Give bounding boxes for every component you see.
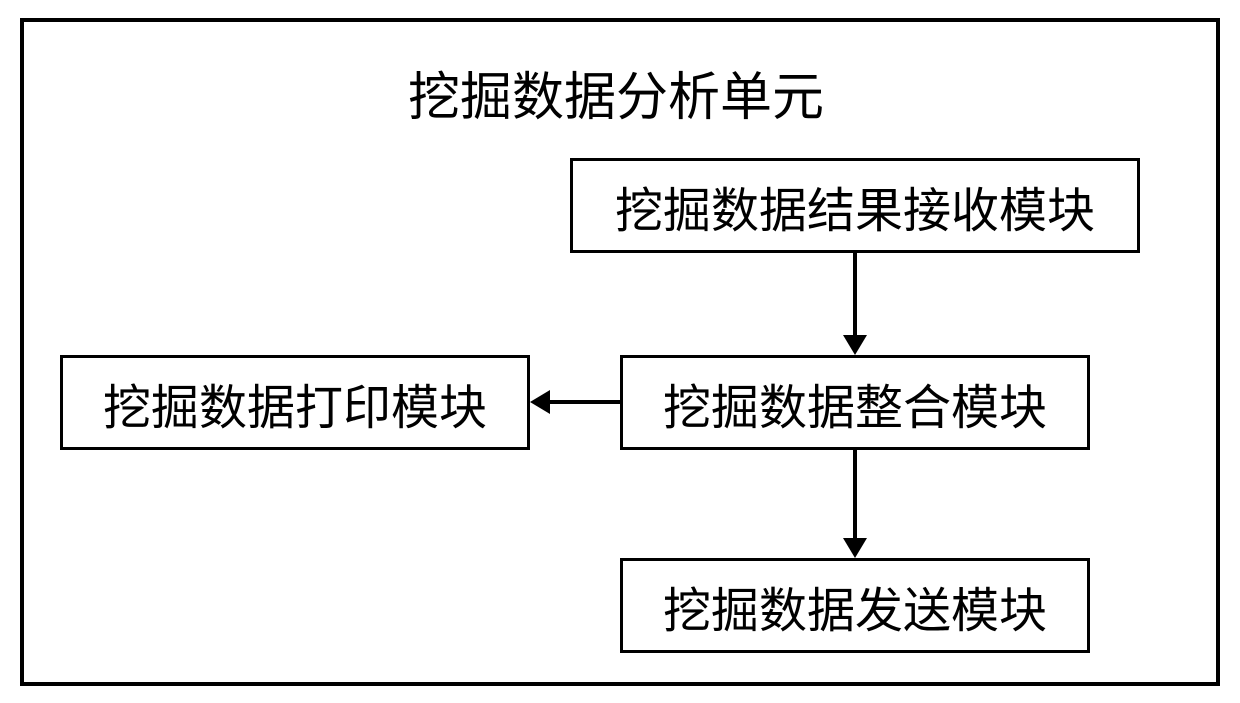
node-send: 挖掘数据发送模块 <box>620 558 1090 653</box>
edge-receive-integrate-arrow <box>843 335 867 355</box>
node-print: 挖掘数据打印模块 <box>60 355 530 450</box>
node-integrate: 挖掘数据整合模块 <box>620 355 1090 450</box>
edge-integrate-send-line <box>853 450 857 538</box>
diagram-title: 挖掘数据分析单元 <box>408 55 824 130</box>
node-integrate-label: 挖掘数据整合模块 <box>663 368 1047 438</box>
node-send-label: 挖掘数据发送模块 <box>663 571 1047 641</box>
edge-integrate-print-line <box>550 400 620 404</box>
node-receive: 挖掘数据结果接收模块 <box>570 158 1140 253</box>
edge-receive-integrate-line <box>853 253 857 335</box>
node-print-label: 挖掘数据打印模块 <box>103 368 487 438</box>
edge-integrate-print-arrow <box>530 390 550 414</box>
node-receive-label: 挖掘数据结果接收模块 <box>615 171 1095 241</box>
edge-integrate-send-arrow <box>843 538 867 558</box>
